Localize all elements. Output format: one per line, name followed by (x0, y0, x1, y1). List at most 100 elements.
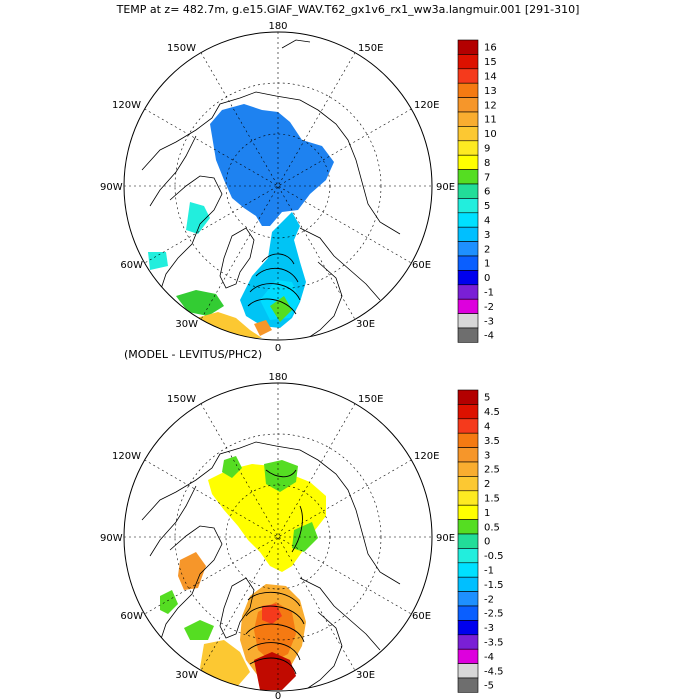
colorbar-bottom-label: 2.5 (484, 465, 500, 476)
colorbar-top-swatch (457, 298, 479, 314)
lon-label-120e: 120E (414, 451, 439, 462)
lon-label-60e: 60E (412, 260, 431, 271)
colorbar-bottom-label: -1 (484, 566, 494, 577)
lon-label-0: 0 (275, 343, 281, 354)
lon-label-30e: 30E (356, 670, 375, 681)
colorbar-top-label: -1 (484, 288, 494, 299)
colorbar-bottom-label: 1.5 (484, 494, 500, 505)
colorbar-top-swatch (457, 241, 479, 257)
colorbar-bottom-label: 0.5 (484, 522, 500, 533)
colorbar-top-swatch (457, 154, 479, 170)
colorbar-bottom-swatch (457, 490, 479, 506)
colorbar-bottom-swatch (457, 447, 479, 463)
colorbar-top-swatch (457, 198, 479, 214)
colorbar-top-swatch (457, 313, 479, 329)
top-arctic-basin-fill (210, 104, 334, 226)
bottom-green-iceland (184, 620, 214, 640)
colorbar-bottom-swatch (457, 677, 479, 693)
colorbar-bottom-swatch (457, 404, 479, 420)
bottom-coastlines (141, 441, 401, 689)
colorbar-bottom-swatch (457, 461, 479, 477)
colorbar-top-label: 0 (484, 273, 490, 284)
colorbar-top-swatch (457, 54, 479, 70)
top-polar-map: 180 0 90W 90E 150W 120W 150E 120E 60W 30… (100, 21, 455, 354)
bottom-map-border (123, 382, 433, 692)
colorbar-bottom-swatch (457, 591, 479, 607)
lon-label-180: 180 (268, 21, 287, 32)
colorbar-top-label: 7 (484, 172, 490, 183)
colorbar-top-label: 13 (484, 86, 497, 97)
colorbar-top-label: 1 (484, 259, 490, 270)
bottom-contours (245, 469, 305, 675)
top-coastlines (141, 39, 401, 339)
colorbar-bottom-swatch (457, 548, 479, 564)
bottom-baffin-orange (178, 552, 206, 590)
colorbar-top-label: 2 (484, 244, 490, 255)
colorbar-top-label: 15 (484, 57, 497, 68)
colorbar-bottom-label: 1 (484, 508, 490, 519)
colorbar-bottom-swatch (457, 562, 479, 578)
colorbar-bottom-label: -5 (484, 681, 494, 692)
bottom-labrador-green (160, 590, 178, 614)
bottom-polar-map: 180 0 90W 90E 150W 120W 150E 120E 60W 30… (100, 372, 455, 700)
colorbar-bottom-label: -2.5 (484, 609, 504, 620)
colorbar-top-swatch (457, 327, 479, 343)
colorbar-top-label: 4 (484, 216, 490, 227)
colorbar-bottom-label: -0.5 (484, 551, 504, 562)
lon-label-60w: 60W (120, 260, 143, 271)
lon-label-30e: 30E (356, 319, 375, 330)
colorbar-top-swatch (457, 140, 479, 156)
colorbar-top-label: -3 (484, 316, 494, 327)
colorbar-bottom-swatch (457, 663, 479, 679)
top-contours (247, 253, 301, 315)
colorbar-bottom-swatch (457, 418, 479, 434)
colorbar-bottom-label: 5 (484, 393, 490, 404)
lon-label-90w: 90W (100, 533, 123, 544)
top-longitude-labels: 180 0 90W 90E 150W 120W 150E 120E 60W 30… (100, 21, 455, 354)
lon-label-90e: 90E (436, 182, 455, 193)
colorbar-top-swatch (457, 226, 479, 242)
lon-label-150e: 150E (358, 394, 383, 405)
colorbar-bottom-label: 3 (484, 450, 490, 461)
lon-label-60e: 60E (412, 611, 431, 622)
colorbar-bottom-swatch (457, 648, 479, 664)
colorbar-bottom-swatch (457, 533, 479, 549)
colorbar-top-label: 16 (484, 43, 497, 54)
bottom-colorbar: 5 4.5 4 3.5 3 2.5 2 1.5 1 0.5 0 -0.5 -1 -1.5 -2 -2.5 -3 -… (457, 389, 504, 693)
colorbar-bottom-label: -2 (484, 594, 494, 605)
colorbar-top-label: 6 (484, 187, 490, 198)
colorbar-top-label: 9 (484, 144, 490, 155)
colorbar-top-swatch (457, 212, 479, 228)
lon-label-90e: 90E (436, 533, 455, 544)
top-map-border (123, 31, 433, 341)
colorbar-top-swatch (457, 284, 479, 300)
colorbar-bottom-label: -4 (484, 652, 494, 663)
colorbar-bottom-label: 3.5 (484, 436, 500, 447)
colorbar-bottom-swatch (457, 519, 479, 535)
lon-label-120w: 120W (112, 100, 141, 111)
colorbar-top-swatch (457, 68, 479, 84)
lon-label-30w: 30W (175, 670, 198, 681)
colorbar-bottom-swatch (457, 576, 479, 592)
colorbar-top-label: 11 (484, 115, 497, 126)
colorbar-top-label: -2 (484, 302, 494, 313)
lon-label-90w: 90W (100, 182, 123, 193)
top-graticule (124, 32, 432, 340)
colorbar-top-label: 14 (484, 72, 497, 83)
colorbar-bottom-swatch (457, 634, 479, 650)
colorbar-top-swatch (457, 97, 479, 113)
plot-title: TEMP at z= 482.7m, g.e15.GIAF_WAV.T62_gx… (116, 3, 580, 16)
colorbar-top-swatch (457, 169, 479, 185)
top-warm-band-orange (254, 320, 272, 336)
lon-label-120e: 120E (414, 100, 439, 111)
lon-label-60w: 60W (120, 611, 143, 622)
colorbar-bottom-swatch (457, 476, 479, 492)
colorbar-top-swatch (457, 126, 479, 142)
top-labrador-fill (148, 252, 168, 270)
colorbar-bottom-label: -3.5 (484, 638, 504, 649)
lon-label-180: 180 (268, 372, 287, 383)
bottom-nordic-core (262, 604, 282, 624)
lon-label-150e: 150E (358, 43, 383, 54)
